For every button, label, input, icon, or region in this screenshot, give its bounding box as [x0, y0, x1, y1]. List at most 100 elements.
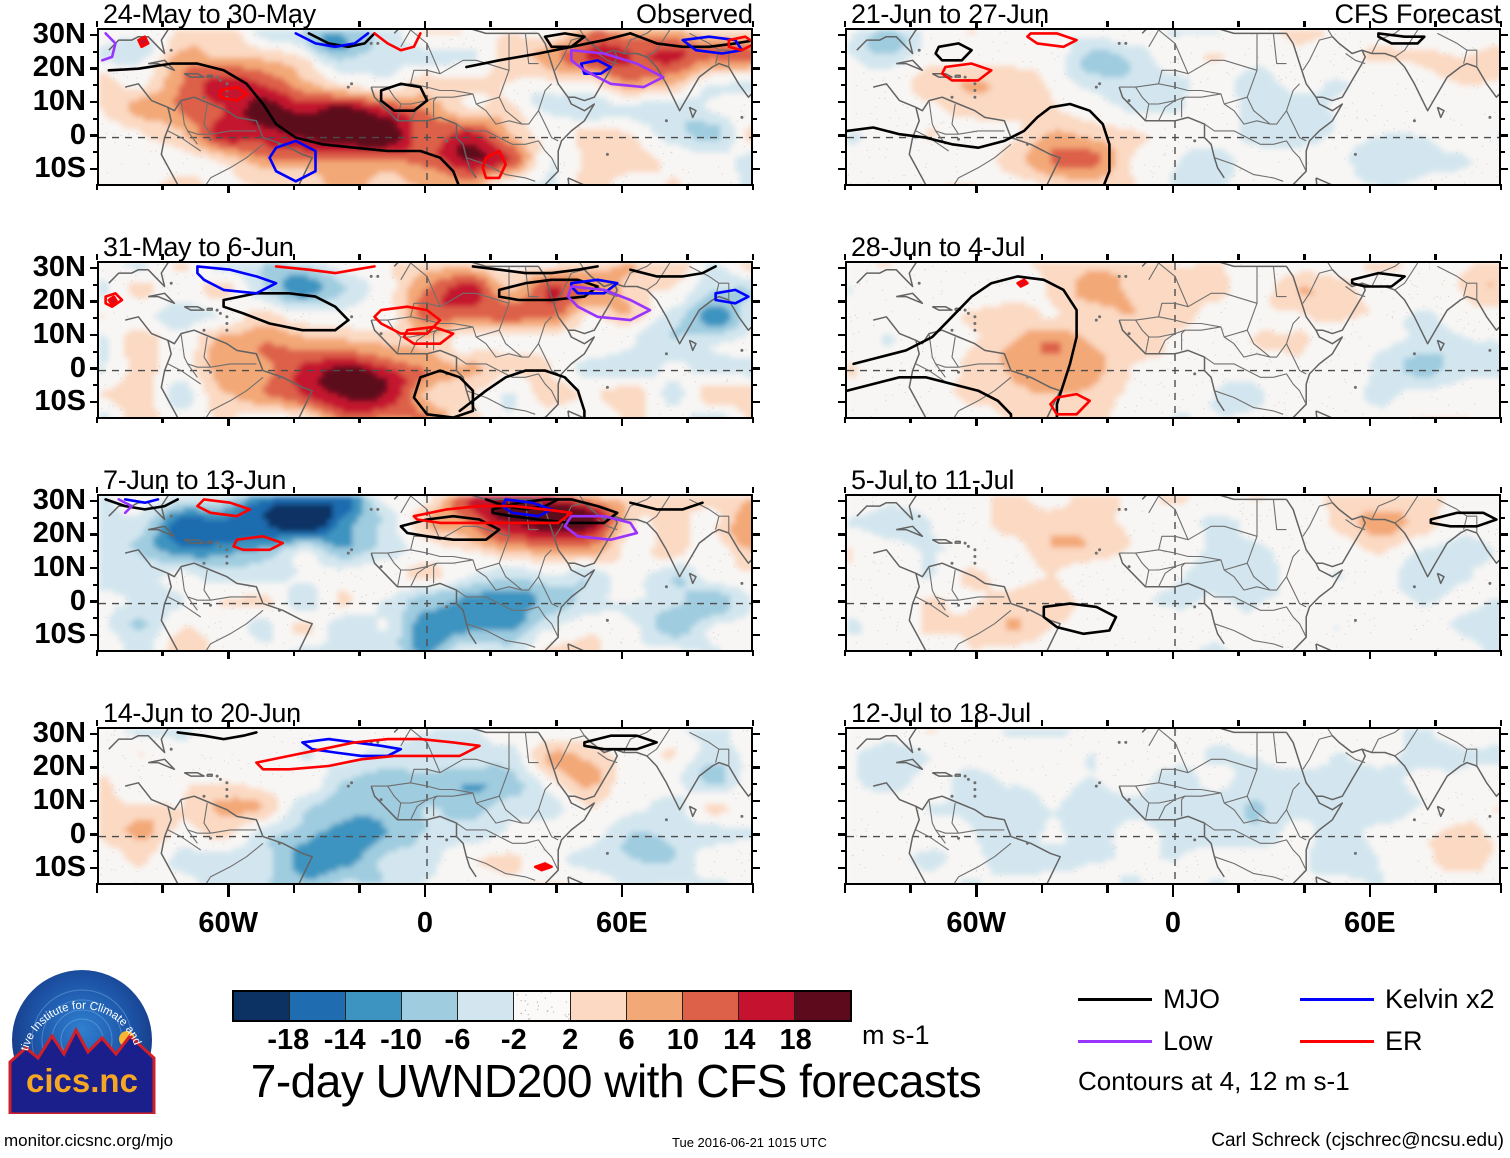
y-axis-label: 10N — [32, 783, 86, 816]
map-panel[interactable] — [845, 261, 1501, 419]
x-tick — [1368, 254, 1372, 263]
x-minor-tick — [751, 487, 755, 493]
logo-mountains — [8, 1026, 156, 1116]
x-minor-tick — [292, 254, 296, 260]
y-minor-tick — [751, 117, 757, 120]
x-minor-tick — [358, 487, 361, 493]
y-minor-tick — [751, 151, 757, 154]
y-minor-tick — [751, 816, 757, 819]
x-minor-tick — [95, 487, 99, 493]
logo-wordmark: cics.nc — [26, 1062, 138, 1099]
y-minor-tick — [93, 350, 99, 353]
y-axis-label: 10S — [34, 851, 86, 884]
x-minor-tick — [843, 487, 847, 493]
x-minor-tick — [489, 21, 492, 27]
y-tick — [1499, 833, 1508, 836]
y-tick — [1499, 67, 1508, 70]
x-tick — [227, 720, 230, 729]
y-tick — [751, 866, 760, 870]
x-minor-tick — [1106, 487, 1109, 493]
panel-title: 7-Jun to 13-Jun — [103, 465, 287, 495]
colorbar-segment — [794, 992, 851, 1020]
colorbar-tick-label: 2 — [562, 1024, 579, 1056]
y-tick — [838, 499, 847, 503]
colorbar-segment — [738, 992, 795, 1020]
x-minor-tick — [1303, 487, 1306, 493]
map-panel[interactable] — [97, 28, 753, 186]
x-axis-label: 60E — [1343, 907, 1396, 939]
x-tick-outer — [1434, 886, 1437, 893]
y-minor-tick — [751, 84, 757, 87]
footer-author[interactable]: Carl Schreck (cjschrec@ncsu.edu) — [1211, 1130, 1504, 1151]
x-minor-tick — [751, 21, 755, 27]
x-minor-tick — [358, 720, 361, 726]
map-panel[interactable] — [845, 28, 1501, 186]
y-tick — [838, 67, 847, 70]
y-minor-tick — [841, 84, 847, 87]
y-minor-tick — [1499, 84, 1505, 87]
y-tick — [751, 533, 760, 536]
footer-url[interactable]: monitor.cicsnc.org/mjo — [4, 1131, 174, 1150]
y-tick — [751, 67, 760, 70]
x-minor-tick — [555, 254, 558, 260]
map-panel[interactable] — [845, 727, 1501, 885]
legend-label: ER — [1385, 1026, 1423, 1056]
y-minor-tick — [1499, 151, 1505, 154]
map-panel[interactable] — [97, 261, 753, 419]
x-minor-tick — [292, 720, 296, 726]
y-minor-tick — [751, 550, 757, 553]
y-tick — [838, 833, 847, 836]
x-tick-outer — [292, 886, 296, 893]
x-minor-tick — [1303, 720, 1306, 726]
x-minor-tick — [1040, 720, 1044, 726]
y-tick — [838, 799, 847, 803]
y-minor-tick — [1499, 283, 1505, 286]
x-tick — [227, 184, 230, 193]
y-minor-tick — [751, 350, 757, 353]
x-minor-tick — [686, 184, 689, 190]
y-tick — [838, 367, 847, 370]
y-minor-tick — [1499, 117, 1505, 120]
x-minor-tick — [1106, 417, 1109, 423]
x-minor-tick — [292, 650, 296, 656]
y-minor-tick — [841, 583, 847, 586]
x-tick — [227, 417, 230, 426]
x-tick — [227, 487, 230, 496]
y-tick — [90, 766, 99, 769]
x-tick — [1368, 487, 1372, 496]
x-tick — [1368, 21, 1372, 30]
colorbar-tick-label: 18 — [779, 1024, 812, 1056]
map-panel[interactable] — [97, 727, 753, 885]
colorbar-segment — [682, 992, 739, 1020]
x-minor-tick — [1237, 254, 1240, 260]
x-minor-tick — [1434, 254, 1437, 260]
y-minor-tick — [1499, 850, 1505, 853]
y-tick — [90, 367, 99, 370]
y-tick — [751, 799, 760, 803]
x-minor-tick — [843, 650, 847, 656]
x-minor-tick — [909, 720, 912, 726]
x-tick-outer — [1106, 886, 1109, 893]
x-tick — [1368, 417, 1372, 426]
x-axis-label: 60W — [198, 907, 258, 939]
x-minor-tick — [161, 487, 164, 493]
colorbar-segment — [626, 992, 683, 1020]
x-minor-tick — [358, 650, 361, 656]
x-minor-tick — [95, 417, 99, 423]
x-minor-tick — [1434, 417, 1437, 423]
x-tick — [1171, 254, 1175, 263]
y-tick — [90, 633, 99, 637]
x-minor-tick — [909, 184, 912, 190]
map-panel[interactable] — [97, 494, 753, 652]
contour-legend: MJO Kelvin x2 Low ER — [1078, 986, 1498, 1056]
y-tick — [751, 300, 760, 303]
y-tick — [90, 566, 99, 570]
y-minor-tick — [751, 283, 757, 286]
y-tick — [751, 499, 760, 503]
y-tick — [751, 732, 760, 736]
y-tick — [838, 533, 847, 536]
map-panel[interactable] — [845, 494, 1501, 652]
y-tick — [838, 134, 847, 137]
y-minor-tick — [841, 117, 847, 120]
legend-item-er: ER — [1300, 1028, 1423, 1055]
